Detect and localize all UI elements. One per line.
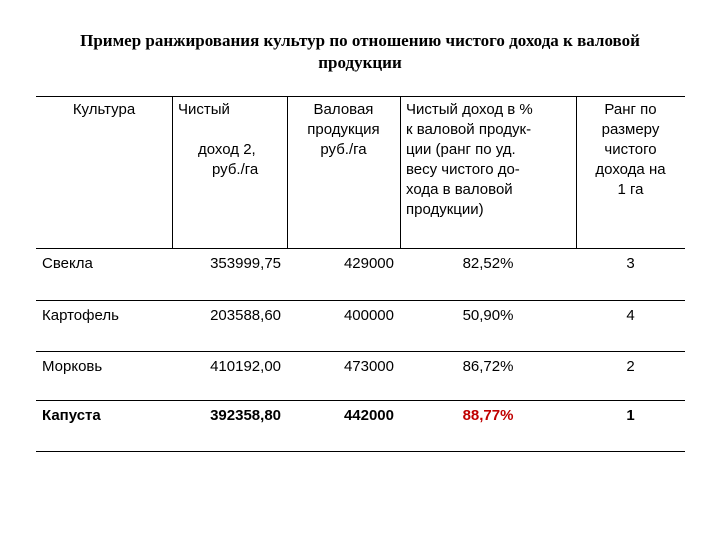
data-cell: Картофель <box>42 307 119 324</box>
column-rule <box>576 96 577 248</box>
row-rule <box>36 351 685 352</box>
row-rule <box>36 96 685 97</box>
header-text: продукция <box>307 121 380 138</box>
header-text: размеру <box>601 121 660 138</box>
data-cell: 88,77% <box>462 407 514 424</box>
data-cell: Капуста <box>42 407 101 424</box>
row-rule <box>36 451 685 452</box>
data-cell: 1 <box>626 407 635 424</box>
data-cell: 3 <box>626 255 635 272</box>
header-text: руб./га <box>320 141 367 158</box>
data-cell: 203588,60 <box>210 307 281 324</box>
header-text: хода в валовой <box>406 181 513 198</box>
header-text: чистого <box>604 141 657 158</box>
row-rule <box>36 300 685 301</box>
header-text: весу чистого до- <box>406 161 520 178</box>
data-cell: 2 <box>626 358 635 375</box>
data-cell: 82,52% <box>462 255 514 272</box>
header-cell: Чистый доход в % к валовой продук-ции (ра… <box>400 100 576 220</box>
data-cell: 353999,75 <box>210 255 281 272</box>
header-text: Культура <box>72 101 136 118</box>
header-text: 1 га <box>617 181 644 198</box>
title: Пример ранжирования культур по отношению… <box>80 31 640 72</box>
header-text: доход 2, <box>198 141 256 158</box>
header-text: Чистый <box>178 101 230 118</box>
header-text: продукции) <box>406 201 484 218</box>
data-cell: 4 <box>626 307 635 324</box>
header-text: Ранг по <box>604 101 657 118</box>
data-cell: 50,90% <box>462 307 514 324</box>
header-cell: Чистый доход 2, руб./га <box>172 100 287 180</box>
data-cell: 473000 <box>343 358 394 375</box>
data-cell: 442000 <box>343 407 394 424</box>
data-cell: 86,72% <box>462 358 514 375</box>
data-cell: Свекла <box>42 255 93 272</box>
column-rule <box>172 96 173 248</box>
header-text: дохода на <box>595 161 666 178</box>
header-text: ции (ранг по уд. <box>406 141 516 158</box>
column-rule <box>400 96 401 248</box>
header-cell: Ранг по размеру чистого дохода на 1 га <box>576 100 685 200</box>
row-rule <box>36 400 685 401</box>
header-cell: Культура <box>36 100 172 120</box>
header-text: к валовой продук- <box>406 121 532 138</box>
data-cell: 392358,80 <box>210 407 281 424</box>
data-cell: 429000 <box>343 255 394 272</box>
header-cell: Валовая продукция руб./га <box>287 100 400 160</box>
data-cell: Морковь <box>42 358 103 375</box>
data-cell: 400000 <box>343 307 394 324</box>
column-rule <box>287 96 288 248</box>
data-cell: 410192,00 <box>210 358 281 375</box>
header-text: руб./га <box>212 161 259 178</box>
row-rule <box>36 248 685 249</box>
header-text: Чистый доход в % <box>406 101 533 118</box>
header-text: Валовая <box>313 101 374 118</box>
